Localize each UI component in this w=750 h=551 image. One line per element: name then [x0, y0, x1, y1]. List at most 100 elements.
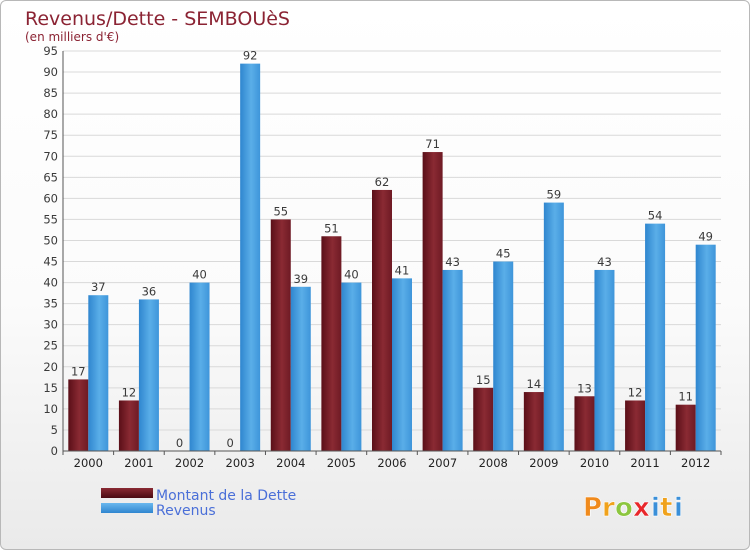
bar-revenus — [645, 223, 666, 451]
value-label-debt: 11 — [678, 390, 693, 404]
logo-letter: P — [583, 493, 602, 523]
x-tick-label: 2011 — [630, 456, 659, 470]
y-tick-label: 20 — [43, 360, 58, 374]
logo-letter: r — [602, 493, 615, 523]
y-tick-label: 50 — [43, 233, 58, 247]
value-label-debt: 55 — [273, 204, 288, 218]
bar-revenus — [442, 269, 463, 451]
y-tick-label: 40 — [43, 276, 58, 290]
value-label-debt: 13 — [577, 381, 592, 395]
logo-letter: i — [674, 493, 683, 523]
y-tick-label: 75 — [43, 128, 58, 142]
value-label-revenus: 41 — [395, 263, 410, 277]
chart-subtitle: (en milliers d'€) — [25, 30, 119, 44]
y-tick-label: 45 — [43, 255, 58, 269]
x-tick-label: 2004 — [276, 456, 305, 470]
legend-label-debt: Montant de la Dette — [156, 488, 296, 504]
bar-revenus — [695, 244, 716, 451]
y-tick-label: 85 — [43, 86, 58, 100]
value-label-revenus: 49 — [698, 230, 713, 244]
bar-revenus — [341, 282, 362, 451]
y-tick-label: 15 — [43, 381, 58, 395]
x-tick-label: 2005 — [327, 456, 356, 470]
y-axis-ticks: 0 5 10 15 20 25 30 35 40 45 50 55 60 65 70 75 80 85 90 95 — [43, 44, 58, 458]
legend: Montant de la Dette Revenus — [101, 488, 296, 519]
legend-label-revenus: Revenus — [156, 503, 216, 519]
value-label-revenus: 43 — [445, 255, 460, 269]
bar-debt — [270, 219, 291, 451]
x-tick-label: 2012 — [681, 456, 710, 470]
bar-debt — [523, 392, 544, 451]
x-tick-label: 2008 — [479, 456, 508, 470]
value-label-debt: 0 — [176, 436, 183, 450]
y-tick-label: 35 — [43, 297, 58, 311]
bar-revenus — [240, 63, 261, 451]
value-label-revenus: 45 — [496, 247, 511, 261]
x-tick-label: 2000 — [74, 456, 103, 470]
logo-letter: i — [651, 493, 660, 523]
y-tick-label: 0 — [51, 444, 58, 458]
bar-debt — [422, 152, 443, 452]
x-tick-label: 2007 — [428, 456, 457, 470]
bar-revenus — [594, 269, 615, 451]
value-label-revenus: 59 — [547, 188, 562, 202]
bar-revenus — [88, 295, 109, 451]
x-tick-label: 2009 — [529, 456, 558, 470]
bar-debt — [372, 189, 392, 451]
gridlines — [63, 50, 721, 431]
bars — [68, 63, 716, 452]
bar-revenus — [189, 282, 210, 451]
bar-revenus — [138, 299, 159, 451]
value-labels: 17 37 12 36 0 40 0 92 55 39 51 40 62 41 71 43 15 45 14 59 13… — [71, 49, 713, 450]
bar-revenus — [290, 286, 311, 451]
legend-swatch-debt — [101, 488, 153, 498]
value-label-revenus: 37 — [91, 280, 106, 294]
y-tick-label: 80 — [43, 107, 58, 121]
bar-revenus — [543, 202, 564, 451]
value-label-revenus: 36 — [142, 284, 157, 298]
value-label-revenus: 92 — [243, 49, 258, 63]
logo-letter: t — [660, 493, 672, 523]
y-tick-label: 30 — [43, 318, 58, 332]
axes — [62, 51, 721, 452]
bar-revenus — [392, 278, 412, 451]
y-tick-label: 5 — [51, 423, 58, 437]
x-tick-label: 2001 — [124, 456, 153, 470]
chart-title: Revenus/Dette - SEMBOUèS — [25, 8, 290, 30]
value-label-debt: 15 — [476, 373, 491, 387]
value-label-revenus: 43 — [597, 255, 612, 269]
bar-debt — [118, 400, 139, 451]
bar-debt — [321, 236, 342, 451]
y-tick-label: 60 — [43, 191, 58, 205]
logo-letter: o — [615, 493, 633, 523]
value-label-debt: 71 — [425, 137, 440, 151]
x-axis-ticks: 2000 2001 2002 2003 2004 2005 2006 2007 2008 2009… — [62, 451, 722, 470]
value-label-debt: 51 — [324, 221, 339, 235]
bar-revenus — [493, 261, 514, 451]
bar-debt — [574, 396, 595, 451]
y-tick-label: 55 — [43, 212, 58, 226]
value-label-debt: 0 — [226, 436, 233, 450]
bar-debt — [473, 387, 494, 451]
x-tick-label: 2006 — [377, 456, 406, 470]
bar-debt — [675, 404, 696, 451]
y-tick-label: 10 — [43, 402, 58, 416]
value-label-debt: 62 — [375, 175, 390, 189]
y-tick-label: 70 — [43, 149, 58, 163]
y-tick-label: 65 — [43, 170, 58, 184]
value-label-revenus: 39 — [293, 272, 308, 286]
x-tick-label: 2010 — [580, 456, 609, 470]
value-label-debt: 12 — [122, 385, 137, 399]
value-label-revenus: 54 — [648, 209, 663, 223]
x-tick-label: 2002 — [175, 456, 204, 470]
y-tick-label: 90 — [43, 65, 58, 79]
x-tick-label: 2003 — [226, 456, 255, 470]
bar-debt — [625, 400, 646, 451]
legend-swatch-revenus — [101, 503, 153, 513]
value-label-debt: 17 — [71, 364, 86, 378]
bar-debt — [68, 379, 89, 451]
value-label-revenus: 40 — [192, 268, 207, 282]
